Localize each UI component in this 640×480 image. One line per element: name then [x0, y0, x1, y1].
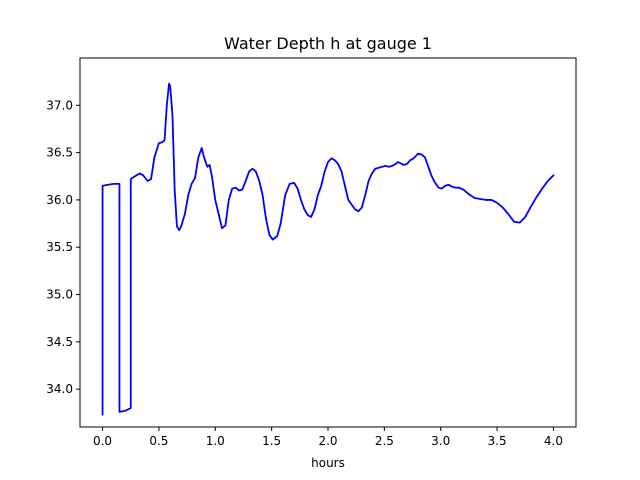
x-tick-label: 3.5 [488, 434, 507, 448]
y-tick-label: 36.0 [46, 193, 73, 207]
y-tick-label: 35.0 [46, 288, 73, 302]
x-tick-label: 2.5 [375, 434, 394, 448]
y-tick-label: 36.5 [46, 146, 73, 160]
x-axis-label: hours [311, 456, 345, 470]
y-tick-label: 35.5 [46, 240, 73, 254]
y-tick-label: 34.0 [46, 382, 73, 396]
x-tick-label: 0.5 [149, 434, 168, 448]
y-axis: 34.0 34.5 35.0 35.5 36.0 36.5 37.0 [46, 98, 80, 396]
series-line-1 [101, 82, 555, 416]
x-tick-label: 1.5 [262, 434, 281, 448]
x-axis: 0.0 0.5 1.0 1.5 2.0 2.5 3.0 3.5 4.0 [93, 427, 563, 448]
y-tick-label: 34.5 [46, 335, 73, 349]
x-tick-label: 1.0 [206, 434, 225, 448]
plot-area [101, 82, 555, 416]
x-tick-label: 2.0 [318, 434, 337, 448]
x-tick-label: 0.0 [93, 434, 112, 448]
y-tick-label: 37.0 [46, 98, 73, 112]
chart-title: Water Depth h at gauge 1 [224, 34, 432, 53]
x-tick-label: 3.0 [431, 434, 450, 448]
x-tick-label: 4.0 [544, 434, 563, 448]
